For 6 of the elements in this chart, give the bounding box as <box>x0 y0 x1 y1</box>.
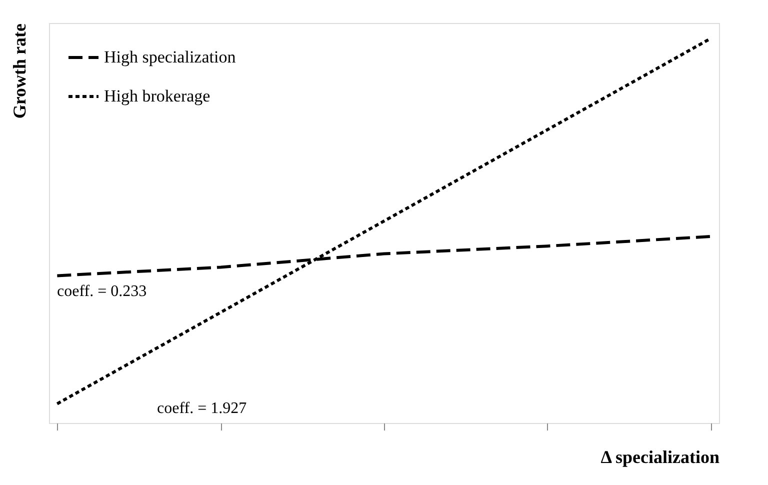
annotation: coeff. = 1.927 <box>157 400 247 417</box>
legend-label: High specialization <box>104 48 236 66</box>
y-axis-title: Growth rate <box>10 24 30 119</box>
annotation: coeff. = 0.233 <box>57 283 147 300</box>
legend-label: High brokerage <box>104 86 210 106</box>
x-axis-title: Δ specialization <box>600 447 720 467</box>
